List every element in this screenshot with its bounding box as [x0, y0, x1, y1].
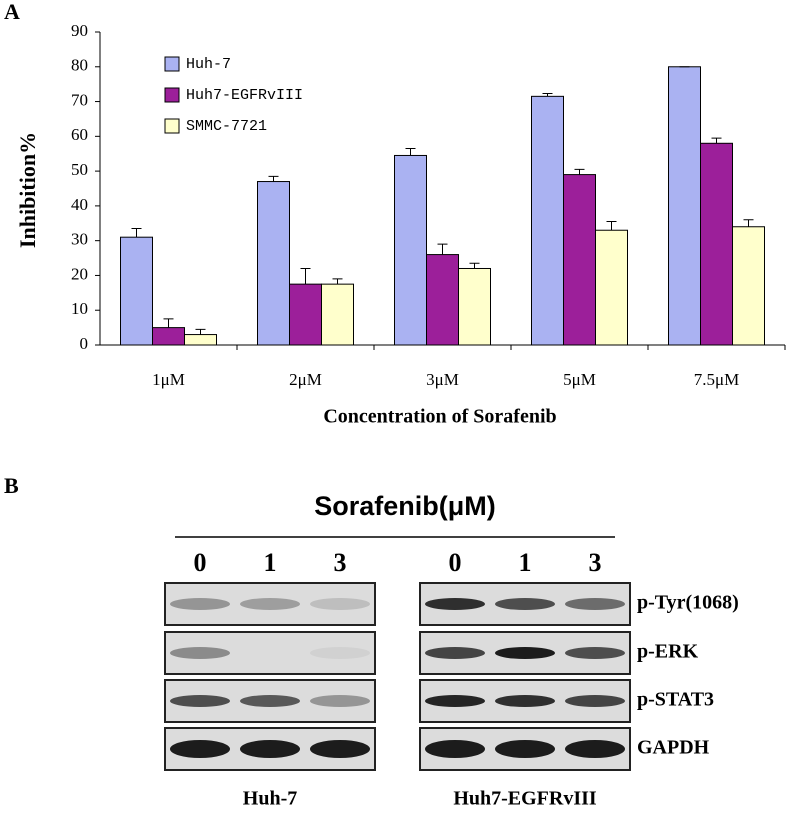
blot-band	[170, 695, 230, 707]
y-tick-label: 20	[71, 264, 88, 283]
bar	[426, 254, 459, 346]
error-bar	[332, 278, 343, 285]
row-label: p-ERK	[637, 641, 699, 663]
bar	[152, 327, 185, 346]
blot: 0 1 3 Huh-7 0 1 3 Huh7-EGFRvIII p-Tyr(1068) p-ERK…	[164, 548, 739, 810]
x-tick-label: 7.5μM	[694, 370, 739, 389]
lane-label: 0	[194, 548, 207, 577]
error-bar	[163, 318, 174, 328]
x-tick-label: 3μM	[426, 370, 459, 389]
row-label: p-Tyr(1068)	[637, 592, 739, 614]
bar	[257, 181, 290, 346]
y-tick-label: 60	[71, 125, 88, 144]
error-bar	[711, 137, 722, 144]
lane-label: 3	[589, 548, 602, 577]
bar	[732, 226, 765, 346]
bar	[668, 66, 701, 346]
bar	[700, 142, 733, 346]
error-bar	[469, 262, 480, 269]
error-bar	[574, 168, 585, 175]
blot-band	[425, 695, 485, 707]
blot-band	[310, 740, 370, 758]
panel-label: B	[4, 473, 19, 498]
x-axis-label: Concentration of Sorafenib	[323, 406, 556, 428]
blot-band	[565, 598, 625, 610]
blot-band	[240, 695, 300, 707]
blot-band	[425, 740, 485, 758]
blot-band	[310, 695, 370, 707]
error-bar	[743, 219, 754, 227]
blot-strip	[164, 631, 376, 675]
x-tick-label: 5μM	[563, 370, 596, 389]
row-label: GAPDH	[637, 737, 710, 759]
blot-band	[240, 740, 300, 758]
y-tick-label: 80	[71, 56, 88, 75]
bar	[563, 174, 596, 346]
bar	[289, 283, 322, 346]
blot-band	[495, 695, 555, 707]
blot-band	[170, 740, 230, 758]
x-tick-label: 2μM	[289, 370, 322, 389]
y-tick-label: 70	[71, 90, 88, 109]
y-tick-label: 90	[71, 21, 88, 40]
y-tick-label: 50	[71, 160, 88, 179]
blot-band	[495, 740, 555, 758]
bar	[531, 95, 564, 346]
bar	[458, 267, 491, 346]
group-label: Huh-7	[243, 788, 297, 809]
y-tick-label: 0	[80, 334, 89, 353]
error-bar	[195, 328, 206, 335]
blot-band	[170, 598, 230, 610]
y-tick-label: 40	[71, 195, 88, 214]
blot-band	[310, 598, 370, 610]
y-axis-label: Inhibition%	[15, 132, 40, 248]
bar	[595, 229, 628, 346]
legend-swatch	[164, 118, 180, 134]
legend-swatch	[164, 56, 180, 72]
blot-band	[170, 647, 230, 659]
blot-band	[495, 598, 555, 610]
lane-label: 1	[264, 548, 277, 577]
bar	[394, 154, 427, 346]
error-bar	[437, 243, 448, 255]
legend-label: Huh7-EGFRvIII	[186, 87, 303, 104]
blot-band	[425, 647, 485, 659]
blot-band	[565, 647, 625, 659]
legend-label: Huh-7	[186, 56, 231, 73]
blot-title: Sorafenib(μM)	[314, 491, 496, 521]
blot-band	[565, 695, 625, 707]
blot-band	[425, 598, 485, 610]
blot-band	[240, 598, 300, 610]
error-bar	[131, 227, 142, 238]
bar	[321, 283, 354, 346]
y-tick-label: 10	[71, 299, 88, 318]
row-label: p-STAT3	[637, 689, 714, 711]
blot-strip	[164, 582, 376, 626]
bar	[120, 236, 153, 346]
blot-band	[565, 740, 625, 758]
error-bar	[268, 175, 279, 182]
legend-label: SMMC-7721	[186, 118, 267, 135]
error-bar	[405, 148, 416, 156]
lane-label: 1	[519, 548, 532, 577]
lane-label: 0	[449, 548, 462, 577]
blot-band	[310, 647, 370, 659]
x-tick-label: 1μM	[152, 370, 185, 389]
lane-label: 3	[334, 548, 347, 577]
error-bar	[300, 267, 311, 285]
error-bar	[606, 221, 617, 231]
panel-label: A	[4, 0, 20, 24]
legend-swatch	[164, 87, 180, 103]
bar	[184, 334, 217, 346]
error-bar	[542, 93, 553, 97]
group-label: Huh7-EGFRvIII	[453, 788, 597, 809]
blot-band	[495, 647, 555, 659]
y-tick-label: 30	[71, 230, 88, 249]
